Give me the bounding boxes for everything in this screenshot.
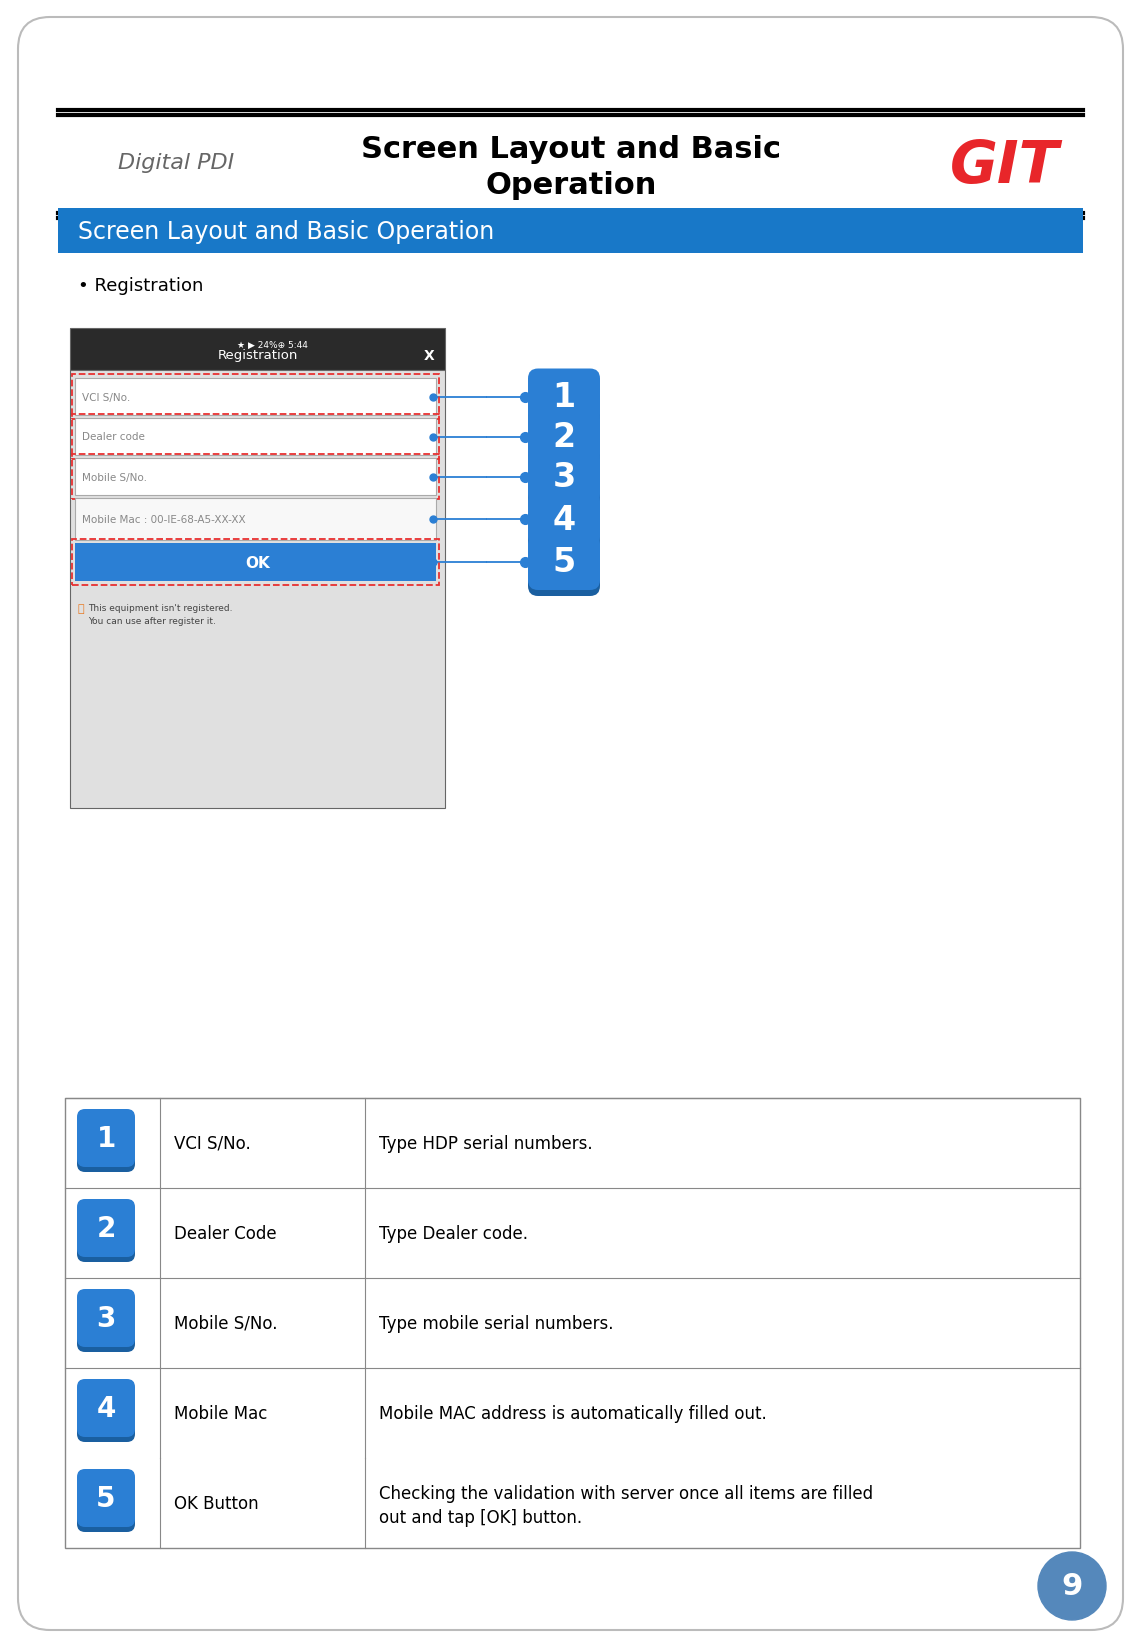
Text: • Registration: • Registration: [78, 277, 203, 295]
FancyBboxPatch shape: [76, 1114, 135, 1172]
Text: Checking the validation with server once all items are filled: Checking the validation with server once…: [379, 1485, 873, 1501]
FancyBboxPatch shape: [76, 1468, 135, 1528]
Text: Digital PDI: Digital PDI: [118, 153, 234, 173]
Text: You can use after register it.: You can use after register it.: [88, 616, 216, 626]
Text: OK: OK: [245, 555, 270, 570]
FancyBboxPatch shape: [528, 369, 600, 425]
Text: 1: 1: [96, 1124, 115, 1152]
Text: Screen Layout and Basic Operation: Screen Layout and Basic Operation: [78, 219, 494, 244]
FancyBboxPatch shape: [70, 371, 445, 809]
Circle shape: [1038, 1552, 1106, 1620]
Text: X: X: [423, 349, 435, 363]
FancyBboxPatch shape: [528, 450, 600, 506]
Text: 1: 1: [552, 381, 575, 414]
Text: Mobile Mac : 00-IE-68-A5-XX-XX: Mobile Mac : 00-IE-68-A5-XX-XX: [82, 514, 245, 524]
Text: Registration: Registration: [217, 349, 298, 363]
FancyBboxPatch shape: [76, 1384, 135, 1442]
Text: 4: 4: [96, 1394, 115, 1422]
FancyBboxPatch shape: [18, 18, 1123, 1630]
FancyBboxPatch shape: [528, 534, 600, 590]
Text: Mobile S/No.: Mobile S/No.: [173, 1313, 277, 1332]
Text: Dealer Code: Dealer Code: [173, 1224, 276, 1243]
Text: VCI S/No.: VCI S/No.: [82, 392, 130, 402]
Text: Mobile Mac: Mobile Mac: [173, 1404, 267, 1422]
FancyBboxPatch shape: [528, 498, 600, 554]
FancyBboxPatch shape: [75, 499, 436, 541]
Text: Type HDP serial numbers.: Type HDP serial numbers.: [379, 1134, 592, 1152]
Text: 3: 3: [96, 1304, 115, 1332]
FancyBboxPatch shape: [528, 415, 600, 471]
FancyBboxPatch shape: [75, 419, 436, 456]
FancyBboxPatch shape: [76, 1109, 135, 1167]
Text: Dealer code: Dealer code: [82, 432, 145, 442]
FancyBboxPatch shape: [76, 1379, 135, 1437]
Text: Screen Layout and Basic: Screen Layout and Basic: [361, 135, 780, 163]
FancyBboxPatch shape: [75, 544, 436, 582]
FancyBboxPatch shape: [76, 1289, 135, 1346]
Text: This equipment isn't registered.: This equipment isn't registered.: [88, 603, 233, 613]
Text: Operation: Operation: [485, 171, 657, 201]
FancyBboxPatch shape: [65, 1098, 1081, 1547]
FancyBboxPatch shape: [76, 1294, 135, 1351]
Text: 2: 2: [552, 420, 575, 453]
FancyBboxPatch shape: [75, 379, 436, 415]
Text: GIT: GIT: [950, 138, 1060, 196]
FancyBboxPatch shape: [75, 458, 436, 496]
Text: 3: 3: [552, 461, 575, 494]
FancyBboxPatch shape: [528, 491, 600, 547]
FancyBboxPatch shape: [76, 1205, 135, 1262]
Text: Mobile S/No.: Mobile S/No.: [82, 473, 147, 483]
Text: 2: 2: [96, 1215, 115, 1243]
Text: Type Dealer code.: Type Dealer code.: [379, 1224, 528, 1243]
Text: Type mobile serial numbers.: Type mobile serial numbers.: [379, 1313, 614, 1332]
FancyBboxPatch shape: [528, 541, 600, 597]
Text: ★ ▶ 24%⊕ 5:44: ★ ▶ 24%⊕ 5:44: [237, 339, 308, 349]
Text: VCI S/No.: VCI S/No.: [173, 1134, 251, 1152]
FancyBboxPatch shape: [70, 330, 445, 371]
Text: 5: 5: [96, 1485, 115, 1513]
FancyBboxPatch shape: [58, 209, 1083, 254]
Text: ⓘ: ⓘ: [78, 603, 84, 613]
FancyBboxPatch shape: [76, 1473, 135, 1533]
FancyBboxPatch shape: [76, 1200, 135, 1257]
Text: OK Button: OK Button: [173, 1495, 259, 1513]
FancyBboxPatch shape: [528, 376, 600, 432]
Text: 4: 4: [552, 503, 575, 536]
FancyBboxPatch shape: [528, 455, 600, 511]
Text: out and tap [OK] button.: out and tap [OK] button.: [379, 1508, 582, 1526]
Text: 5: 5: [552, 545, 575, 578]
FancyBboxPatch shape: [528, 409, 600, 465]
Text: Mobile MAC address is automatically filled out.: Mobile MAC address is automatically fill…: [379, 1404, 767, 1422]
Text: 9: 9: [1061, 1572, 1083, 1600]
